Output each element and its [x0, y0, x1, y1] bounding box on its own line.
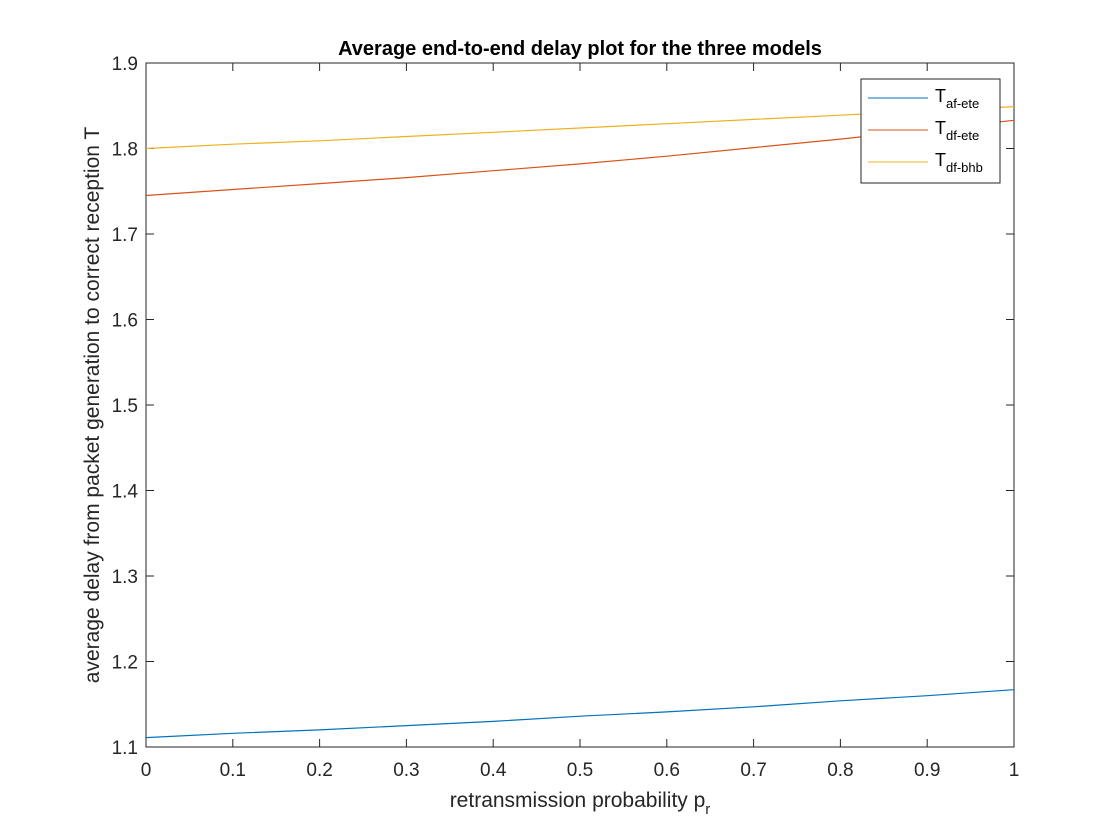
y-tick-label: 1.3: [112, 567, 138, 588]
x-tick-label: 0.1: [220, 760, 246, 781]
legend-entry-df-bhb: Tdf-bhb: [935, 150, 983, 175]
y-axis: 1.1 1.2 1.3 1.4 1.5 1.6 1.7 1.8 1.9: [112, 54, 1014, 759]
legend-subscript-af-ete: af-ete: [946, 96, 979, 111]
chart-title: Average end-to-end delay plot for the th…: [338, 38, 822, 60]
x-axis-label-text: retransmission probability p: [450, 789, 706, 812]
legend-subscript-df-bhb: df-bhb: [946, 160, 983, 175]
y-axis-label: average delay from packet generation to …: [81, 127, 104, 684]
x-axis-label: retransmission probability pr: [450, 789, 711, 818]
x-tick-label: 0.2: [306, 760, 332, 781]
y-tick-label: 1.6: [112, 311, 138, 332]
x-tick-label: 0.9: [914, 760, 940, 781]
y-tick-label: 1.9: [112, 54, 138, 75]
y-tick-label: 1.5: [112, 396, 138, 417]
x-tick-label: 0.3: [393, 760, 419, 781]
x-tick-label: 1: [1009, 760, 1020, 781]
legend-box: [860, 78, 1001, 184]
legend-entry-af-ete: Taf-ete: [935, 86, 979, 111]
legend-subscript-df-ete: df-ete: [946, 128, 979, 143]
x-tick-label: 0.4: [480, 760, 507, 781]
y-tick-label: 1.1: [112, 738, 138, 759]
x-axis-label-subscript: r: [705, 801, 710, 818]
legend-label-af-ete: T: [935, 86, 946, 106]
y-tick-label: 1.7: [112, 225, 138, 246]
x-tick-label: 0.7: [740, 760, 766, 781]
y-tick-label: 1.2: [112, 653, 138, 674]
x-axis: 0 0.1 0.2 0.3 0.4 0.5 0.6 0.7 0.8 0.9 1: [141, 63, 1020, 781]
x-tick-label: 0: [141, 760, 152, 781]
legend-label-df-bhb: T: [935, 150, 946, 170]
y-tick-label: 1.4: [112, 482, 139, 503]
legend-entry-df-ete: Tdf-ete: [935, 118, 979, 143]
x-tick-label: 0.8: [827, 760, 853, 781]
x-tick-label: 0.5: [567, 760, 593, 781]
legend-label-df-ete: T: [935, 118, 946, 138]
y-tick-label: 1.8: [112, 140, 138, 161]
x-tick-label: 0.6: [654, 760, 680, 781]
series-line-af-ete: [145, 689, 1015, 739]
legend: Taf-ete Tdf-ete Tdf-bhb: [860, 78, 1001, 184]
